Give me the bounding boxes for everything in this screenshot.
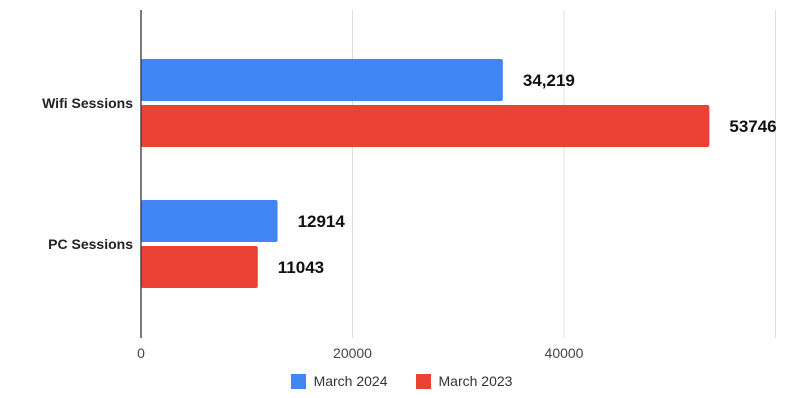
bar[interactable] bbox=[141, 105, 710, 147]
x-tick-label: 40000 bbox=[545, 345, 584, 361]
category-labels: Wifi Sessions PC Sessions bbox=[42, 95, 133, 252]
legend-item-march-2024[interactable]: March 2024 bbox=[290, 373, 388, 389]
bar[interactable] bbox=[141, 59, 503, 101]
bars bbox=[141, 59, 710, 288]
x-tick-labels: 0 20000 40000 bbox=[137, 345, 584, 361]
legend-swatch-march-2023 bbox=[415, 373, 431, 389]
legend-swatch-march-2024 bbox=[290, 373, 306, 389]
category-label: PC Sessions bbox=[48, 236, 133, 252]
legend-label-march-2023: March 2023 bbox=[438, 373, 513, 389]
x-tick-label: 20000 bbox=[333, 345, 372, 361]
legend-item-march-2023[interactable]: March 2023 bbox=[415, 373, 513, 389]
category-label: Wifi Sessions bbox=[42, 95, 133, 111]
legend: March 2024 March 2023 bbox=[0, 373, 803, 389]
data-label: 34,219 bbox=[523, 71, 575, 90]
data-label: 11043 bbox=[278, 258, 324, 277]
bar[interactable] bbox=[141, 200, 278, 242]
bar[interactable] bbox=[141, 246, 258, 288]
data-label: 53746 bbox=[729, 117, 776, 136]
x-tick-label: 0 bbox=[137, 345, 145, 361]
legend-label-march-2024: March 2024 bbox=[313, 373, 388, 389]
data-labels: 34,219 53746 12914 11043 bbox=[278, 71, 777, 277]
data-label: 12914 bbox=[298, 212, 346, 231]
